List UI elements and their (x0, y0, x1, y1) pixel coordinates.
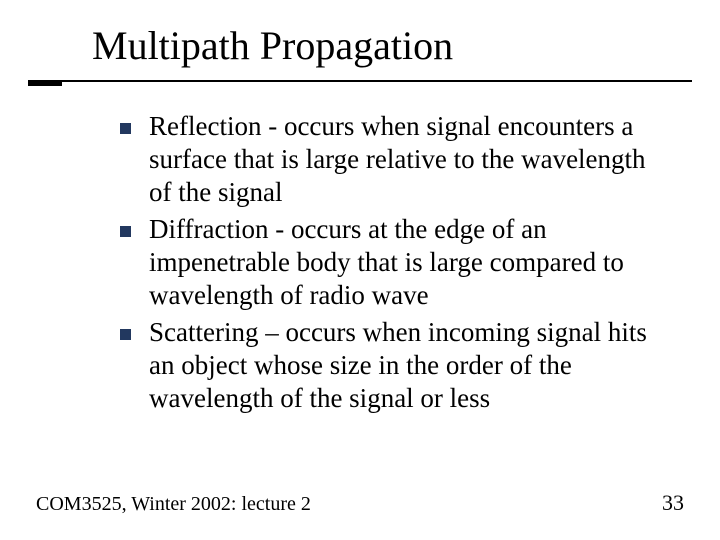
title-rule-stub (28, 80, 62, 86)
bullet-text: Scattering – occurs when incoming signal… (149, 316, 670, 415)
list-item: Reflection - occurs when signal encounte… (120, 110, 670, 209)
footer: COM3525, Winter 2002: lecture 2 33 (36, 490, 684, 516)
slide-title: Multipath Propagation (0, 22, 720, 77)
square-bullet-icon (120, 329, 131, 340)
square-bullet-icon (120, 123, 131, 134)
square-bullet-icon (120, 226, 131, 237)
slide: Multipath Propagation Reflection - occur… (0, 0, 720, 540)
slide-body: Reflection - occurs when signal encounte… (120, 110, 670, 418)
footer-course-info: COM3525, Winter 2002: lecture 2 (36, 493, 311, 516)
list-item: Diffraction - occurs at the edge of an i… (120, 213, 670, 312)
bullet-text: Reflection - occurs when signal encounte… (149, 110, 670, 209)
slide-number: 33 (662, 490, 684, 516)
title-rule (28, 80, 692, 82)
bullet-text: Diffraction - occurs at the edge of an i… (149, 213, 670, 312)
title-wrap: Multipath Propagation (0, 22, 720, 77)
list-item: Scattering – occurs when incoming signal… (120, 316, 670, 415)
